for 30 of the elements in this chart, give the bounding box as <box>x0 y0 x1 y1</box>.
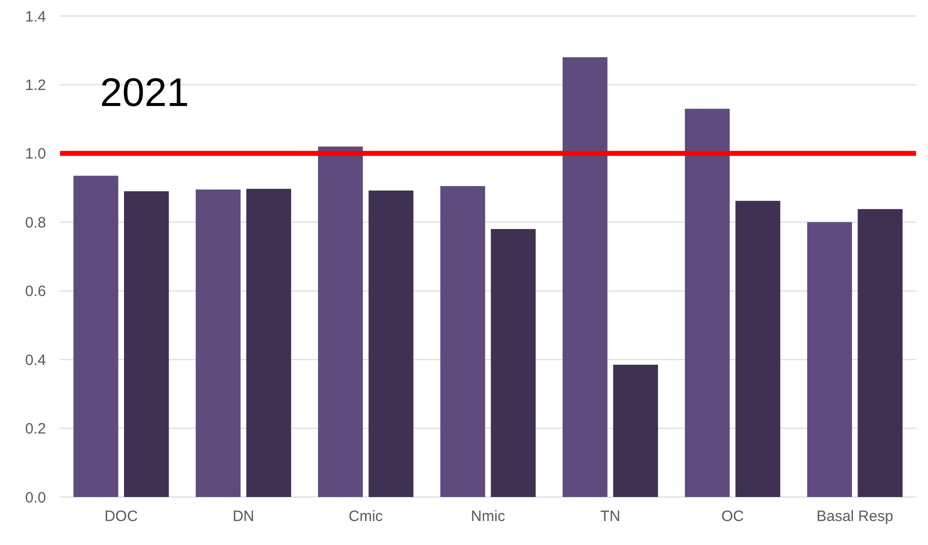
bar <box>246 188 292 497</box>
y-tick-label: 0.4 <box>25 352 46 369</box>
bar <box>684 108 730 497</box>
x-tick-label: OC <box>721 508 744 525</box>
x-tick-label: DOC <box>104 508 138 525</box>
bar <box>807 222 852 497</box>
bar <box>73 176 118 497</box>
x-tick-label: Basal Resp <box>816 508 894 525</box>
bar <box>196 190 241 497</box>
x-tick-label: Cmic <box>348 508 384 525</box>
x-tick-label: Nmic <box>470 508 506 525</box>
y-tick-label: 1.2 <box>25 76 46 94</box>
bar <box>562 57 608 497</box>
bar <box>613 364 658 497</box>
bar <box>490 229 536 497</box>
bar <box>368 190 414 497</box>
bar <box>124 191 169 497</box>
bar <box>318 146 363 497</box>
y-tick-label: 0.6 <box>25 283 46 300</box>
y-tick-label: 1.4 <box>25 8 46 26</box>
bar <box>735 200 780 497</box>
y-tick-label: 1.0 <box>25 146 46 163</box>
bar <box>440 186 486 497</box>
annotation: 2021 <box>100 71 189 115</box>
y-tick-label: 0.8 <box>25 214 46 232</box>
x-tick-label: TN <box>600 508 620 525</box>
y-tick-label: 0.0 <box>25 489 46 506</box>
y-tick-label: 0.2 <box>25 420 46 438</box>
x-tick-label: DN <box>232 508 254 525</box>
bar <box>858 209 903 497</box>
